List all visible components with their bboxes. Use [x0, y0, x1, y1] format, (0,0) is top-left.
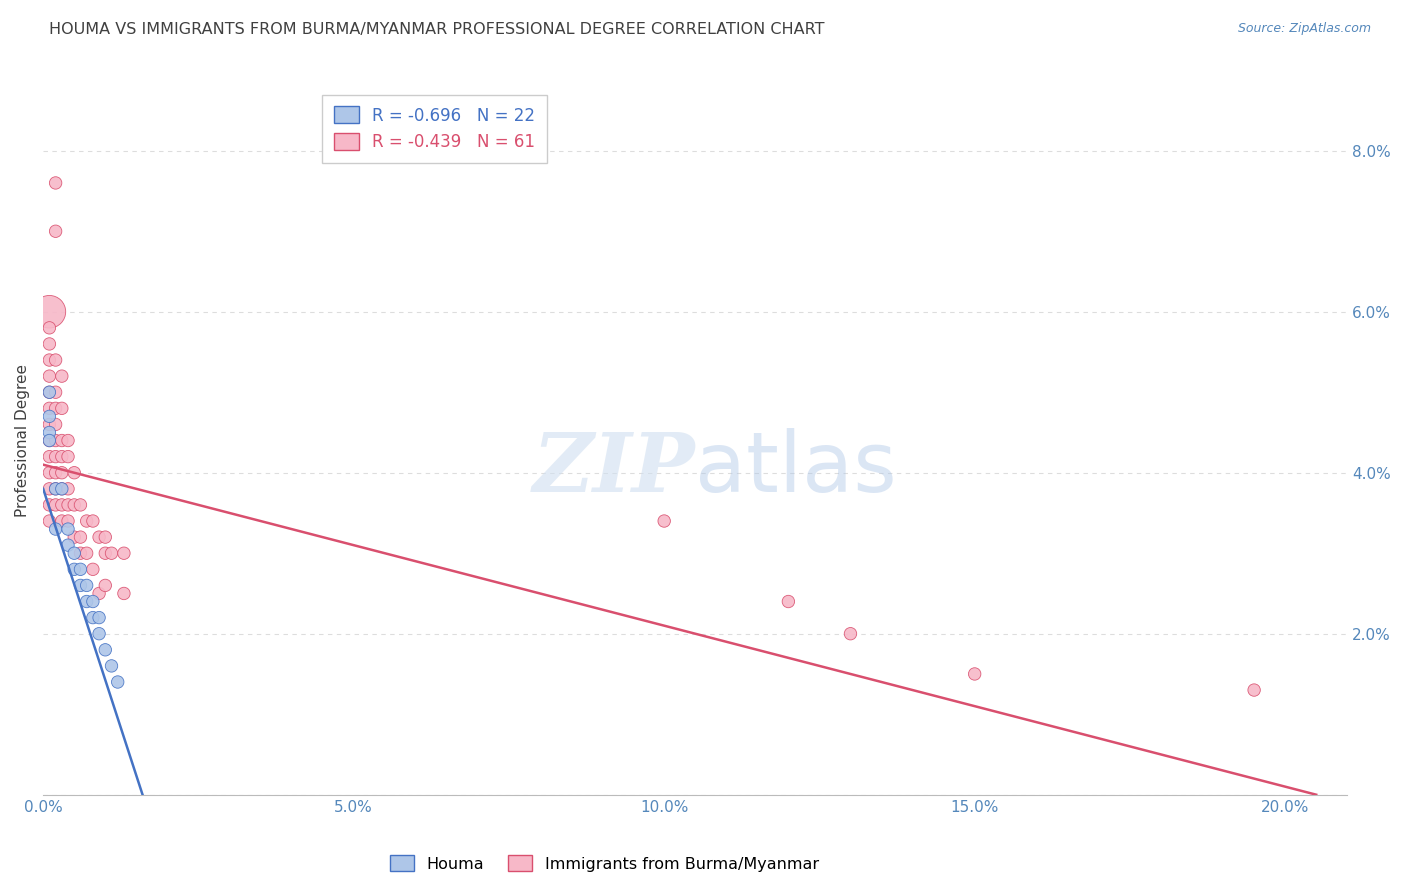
Point: [56, 522, 79, 536]
Point: [45, 385, 67, 400]
Point: [94, 578, 117, 592]
Point: [38, 425, 60, 440]
Point: [76, 546, 98, 560]
Point: [1243, 683, 1265, 698]
Point: [87, 626, 110, 640]
Point: [63, 466, 86, 480]
Point: [38, 498, 60, 512]
Text: ZIP: ZIP: [533, 429, 695, 508]
Point: [38, 369, 60, 384]
Point: [38, 385, 60, 400]
Point: [56, 434, 79, 448]
Point: [69, 562, 91, 576]
Point: [63, 562, 86, 576]
Point: [38, 450, 60, 464]
Point: [45, 466, 67, 480]
Point: [51, 369, 73, 384]
Point: [100, 659, 122, 673]
Point: [56, 482, 79, 496]
Point: [82, 610, 104, 624]
Y-axis label: Professional Degree: Professional Degree: [15, 364, 30, 517]
Point: [76, 594, 98, 608]
Point: [69, 578, 91, 592]
Point: [51, 498, 73, 512]
Point: [56, 538, 79, 552]
Point: [112, 546, 135, 560]
Point: [82, 562, 104, 576]
Point: [107, 675, 129, 690]
Point: [51, 401, 73, 416]
Text: HOUMA VS IMMIGRANTS FROM BURMA/MYANMAR PROFESSIONAL DEGREE CORRELATION CHART: HOUMA VS IMMIGRANTS FROM BURMA/MYANMAR P…: [49, 22, 825, 37]
Point: [38, 434, 60, 448]
Point: [38, 417, 60, 432]
Point: [45, 482, 67, 496]
Point: [45, 417, 67, 432]
Point: [38, 304, 60, 318]
Point: [38, 514, 60, 528]
Point: [94, 642, 117, 657]
Point: [69, 530, 91, 544]
Point: [56, 450, 79, 464]
Point: [38, 385, 60, 400]
Point: [38, 434, 60, 448]
Point: [45, 176, 67, 190]
Point: [82, 514, 104, 528]
Point: [38, 321, 60, 335]
Point: [87, 530, 110, 544]
Point: [51, 482, 73, 496]
Point: [45, 353, 67, 368]
Point: [63, 498, 86, 512]
Point: [38, 353, 60, 368]
Legend: Houma, Immigrants from Burma/Myanmar: Houma, Immigrants from Burma/Myanmar: [382, 847, 827, 880]
Point: [56, 498, 79, 512]
Point: [51, 466, 73, 480]
Point: [51, 482, 73, 496]
Point: [100, 546, 122, 560]
Point: [76, 578, 98, 592]
Point: [87, 586, 110, 600]
Point: [652, 514, 675, 528]
Point: [45, 522, 67, 536]
Point: [38, 409, 60, 424]
Point: [45, 401, 67, 416]
Point: [94, 530, 117, 544]
Point: [69, 546, 91, 560]
Point: [778, 594, 800, 608]
Point: [56, 514, 79, 528]
Text: Source: ZipAtlas.com: Source: ZipAtlas.com: [1237, 22, 1371, 36]
Text: atlas: atlas: [695, 428, 897, 509]
Point: [87, 610, 110, 624]
Point: [69, 498, 91, 512]
Point: [51, 450, 73, 464]
Point: [38, 466, 60, 480]
Point: [45, 434, 67, 448]
Legend: R = -0.696   N = 22, R = -0.439   N = 61: R = -0.696 N = 22, R = -0.439 N = 61: [322, 95, 547, 162]
Point: [963, 667, 986, 681]
Point: [45, 498, 67, 512]
Point: [63, 546, 86, 560]
Point: [94, 546, 117, 560]
Point: [38, 482, 60, 496]
Point: [112, 586, 135, 600]
Point: [45, 482, 67, 496]
Point: [45, 224, 67, 238]
Point: [38, 401, 60, 416]
Point: [839, 626, 862, 640]
Point: [63, 530, 86, 544]
Point: [45, 450, 67, 464]
Point: [76, 514, 98, 528]
Point: [51, 514, 73, 528]
Point: [51, 434, 73, 448]
Point: [82, 594, 104, 608]
Point: [38, 337, 60, 351]
